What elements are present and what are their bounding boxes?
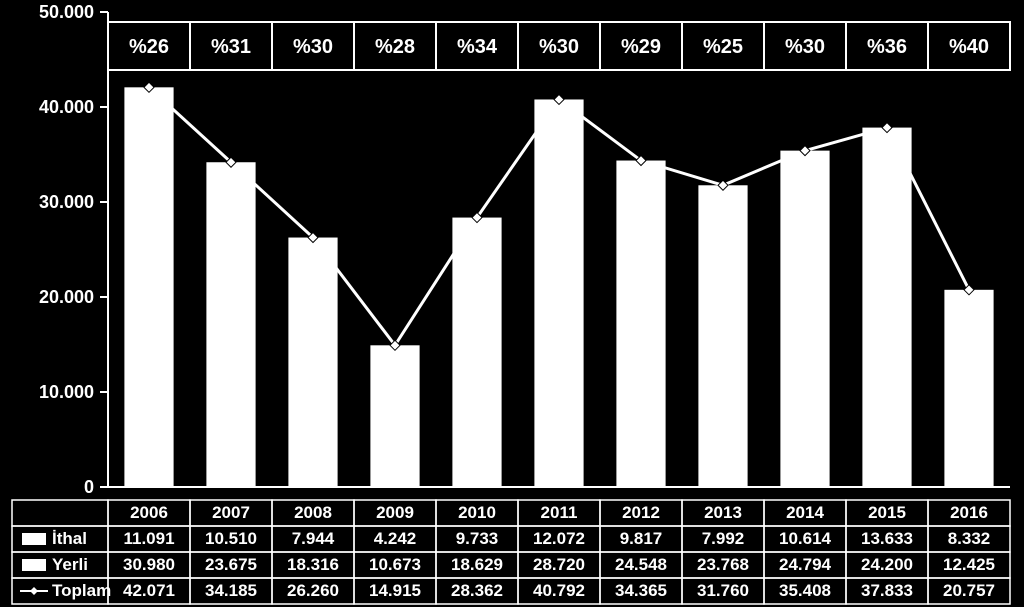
bar [452, 218, 501, 487]
table-year: 2010 [458, 503, 496, 522]
pct-label: %28 [375, 36, 415, 58]
table-toplam-value: 31.760 [697, 581, 749, 600]
table-yerli-value: 30.980 [123, 555, 175, 574]
table-toplam-value: 34.365 [615, 581, 667, 600]
table-toplam-value: 28.362 [451, 581, 503, 600]
table-toplam-value: 42.071 [123, 581, 175, 600]
table-toplam-value: 37.833 [861, 581, 913, 600]
table-year: 2013 [704, 503, 742, 522]
chart-container: 0 10.000 20.000 30.000 40.000 50.000 %26 %31 %30… [0, 0, 1024, 607]
table-ithal-value: 8.332 [948, 529, 991, 548]
y-axis-label: 30.000 [39, 192, 94, 212]
y-axis-label: 0 [84, 477, 94, 497]
bar [288, 238, 337, 487]
table-ithal-value: 10.614 [779, 529, 832, 548]
table-year: 2014 [786, 503, 824, 522]
bar [698, 185, 747, 487]
bar [616, 161, 665, 487]
table-yerli-value: 24.548 [615, 555, 667, 574]
table-year: 2011 [541, 503, 578, 522]
ithal-legend-icon [22, 533, 46, 545]
table-year: 2016 [950, 503, 988, 522]
table-yerli-value: 23.675 [205, 555, 257, 574]
pct-label: %30 [785, 36, 825, 58]
pct-label: %31 [211, 36, 251, 58]
table-ithal-value: 13.633 [861, 529, 913, 548]
table-ithal-value: 7.992 [702, 529, 745, 548]
table-ithal-value: 7.944 [292, 529, 335, 548]
table-year: 2008 [294, 503, 332, 522]
bar [534, 99, 583, 487]
table-toplam-value: 20.757 [943, 581, 995, 600]
bar [780, 151, 829, 487]
pct-label: %34 [457, 36, 498, 58]
table-ithal-value: 11.091 [123, 529, 174, 548]
table-year: 2015 [868, 503, 906, 522]
table-yerli-value: 18.316 [287, 555, 339, 574]
table-ithal-value: 9.733 [456, 529, 499, 548]
bar [206, 162, 255, 487]
table-toplam-value: 40.792 [533, 581, 585, 600]
bar [862, 128, 911, 487]
table-row-label: İthal [52, 529, 87, 548]
table-toplam-value: 26.260 [287, 581, 339, 600]
pct-label: %30 [293, 36, 333, 58]
table-yerli-value: 28.720 [533, 555, 585, 574]
table-ithal-value: 10.510 [205, 529, 257, 548]
table-yerli-value: 10.673 [369, 555, 421, 574]
table-toplam-value: 14.915 [369, 581, 421, 600]
table-yerli-value: 24.200 [861, 555, 913, 574]
table-year: 2009 [376, 503, 414, 522]
y-axis-label: 10.000 [39, 382, 94, 402]
y-axis-label: 40.000 [39, 97, 94, 117]
bar [944, 290, 993, 487]
table-yerli-value: 12.425 [943, 555, 995, 574]
table-row-label: Toplam [52, 581, 111, 600]
table-ithal-value: 4.242 [374, 529, 417, 548]
y-axis-label: 50.000 [39, 2, 94, 22]
table-ithal-value: 9.817 [620, 529, 663, 548]
table-year: 2007 [212, 503, 250, 522]
y-axis-label: 20.000 [39, 287, 94, 307]
table-year: 2012 [622, 503, 660, 522]
table-ithal-value: 12.072 [533, 529, 585, 548]
table-row-label: Yerli [52, 555, 88, 574]
pct-label: %30 [539, 36, 579, 58]
yerli-legend-icon [22, 559, 46, 571]
table-toplam-value: 35.408 [779, 581, 831, 600]
pct-label: %29 [621, 36, 661, 58]
pct-label: %40 [949, 36, 989, 58]
table-year: 2006 [130, 503, 168, 522]
pct-label: %25 [703, 36, 743, 58]
table-yerli-value: 23.768 [697, 555, 749, 574]
bar [124, 87, 173, 487]
pct-label: %36 [867, 36, 907, 58]
pct-label: %26 [129, 36, 169, 58]
table-yerli-value: 18.629 [451, 555, 503, 574]
table-yerli-value: 24.794 [779, 555, 832, 574]
bar [370, 345, 419, 487]
table-toplam-value: 34.185 [205, 581, 257, 600]
